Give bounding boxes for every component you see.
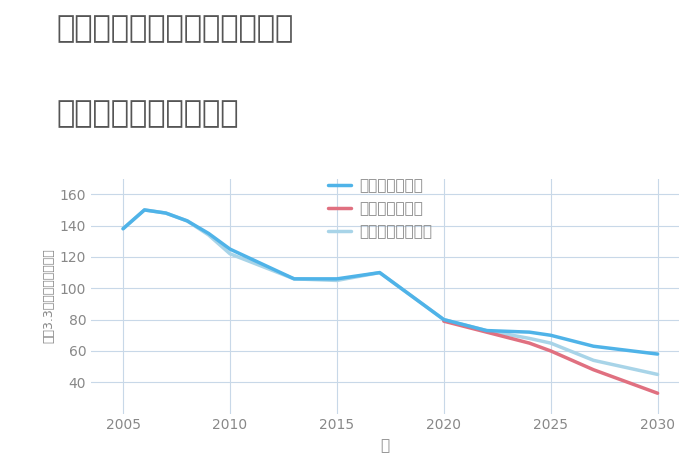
バッドシナリオ bbox=[589, 367, 598, 373]
ノーマルシナリオ bbox=[547, 340, 555, 346]
グッドシナリオ bbox=[204, 231, 213, 236]
ノーマルシナリオ bbox=[119, 226, 127, 232]
X-axis label: 年: 年 bbox=[380, 438, 390, 453]
Line: ノーマルシナリオ: ノーマルシナリオ bbox=[123, 210, 657, 375]
ノーマルシナリオ bbox=[375, 270, 384, 275]
バッドシナリオ bbox=[653, 391, 662, 396]
ノーマルシナリオ bbox=[440, 317, 448, 322]
バッドシナリオ bbox=[525, 340, 533, 346]
Line: バッドシナリオ: バッドシナリオ bbox=[444, 321, 657, 393]
グッドシナリオ bbox=[589, 344, 598, 349]
グッドシナリオ bbox=[332, 276, 341, 282]
グッドシナリオ bbox=[119, 226, 127, 232]
ノーマルシナリオ bbox=[589, 358, 598, 363]
ノーマルシナリオ bbox=[332, 278, 341, 283]
バッドシナリオ bbox=[440, 318, 448, 324]
グッドシナリオ bbox=[290, 276, 298, 282]
ノーマルシナリオ bbox=[183, 218, 191, 224]
グッドシナリオ bbox=[482, 328, 491, 333]
グッドシナリオ bbox=[226, 246, 234, 252]
バッドシナリオ bbox=[482, 329, 491, 335]
ノーマルシナリオ bbox=[290, 276, 298, 282]
バッドシナリオ bbox=[547, 348, 555, 354]
グッドシナリオ bbox=[525, 329, 533, 335]
ノーマルシナリオ bbox=[482, 328, 491, 333]
グッドシナリオ bbox=[547, 332, 555, 338]
ノーマルシナリオ bbox=[204, 232, 213, 238]
Legend: グッドシナリオ, バッドシナリオ, ノーマルシナリオ: グッドシナリオ, バッドシナリオ, ノーマルシナリオ bbox=[328, 179, 432, 239]
ノーマルシナリオ bbox=[226, 251, 234, 257]
グッドシナリオ bbox=[140, 207, 148, 213]
ノーマルシナリオ bbox=[140, 207, 148, 213]
Line: グッドシナリオ: グッドシナリオ bbox=[123, 210, 657, 354]
ノーマルシナリオ bbox=[653, 372, 662, 377]
Text: 奈良県吉野郡吉野町吉野山の: 奈良県吉野郡吉野町吉野山の bbox=[56, 14, 293, 43]
ノーマルシナリオ bbox=[525, 336, 533, 341]
Text: 中古戸建ての価格推移: 中古戸建ての価格推移 bbox=[56, 99, 239, 128]
グッドシナリオ bbox=[375, 270, 384, 275]
グッドシナリオ bbox=[440, 317, 448, 322]
グッドシナリオ bbox=[162, 210, 170, 216]
グッドシナリオ bbox=[183, 218, 191, 224]
グッドシナリオ bbox=[653, 351, 662, 357]
ノーマルシナリオ bbox=[162, 210, 170, 216]
Y-axis label: 坪（3.3㎡）単価（万円）: 坪（3.3㎡）単価（万円） bbox=[43, 249, 55, 344]
